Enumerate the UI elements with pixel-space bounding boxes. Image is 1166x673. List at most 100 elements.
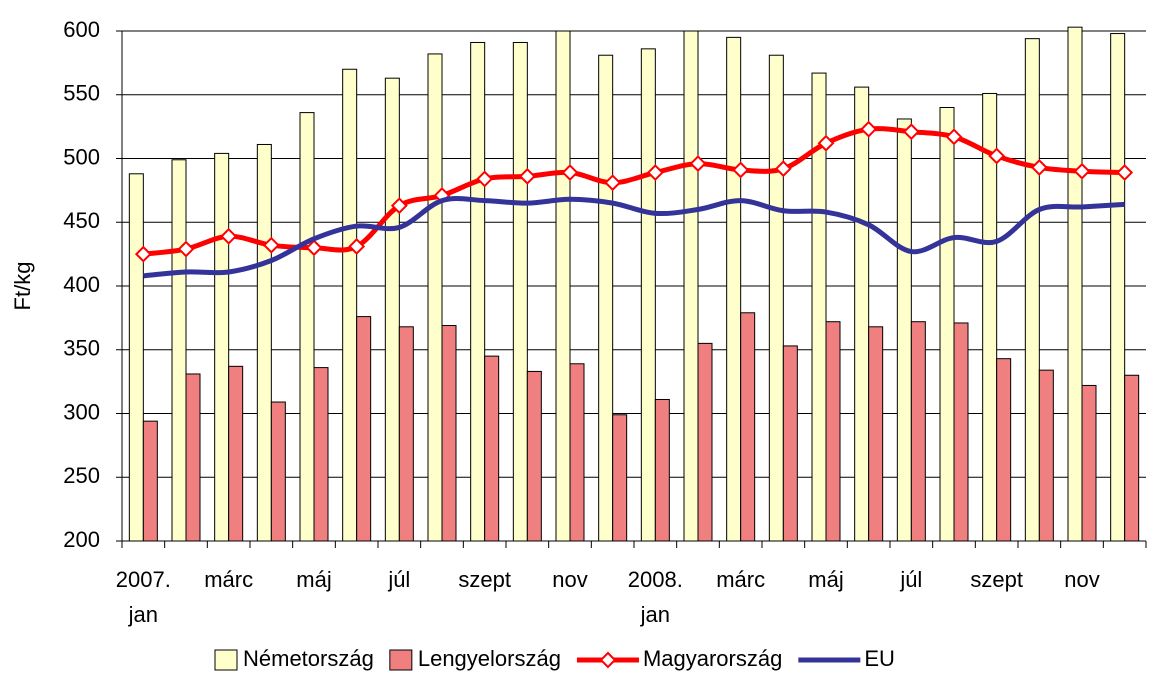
bar <box>526 370 542 542</box>
line <box>143 196 1125 279</box>
x-tick-label: júl <box>387 567 410 592</box>
bar <box>854 86 870 542</box>
bar <box>313 367 329 542</box>
bar <box>214 152 230 542</box>
marker <box>945 128 963 146</box>
y-tick-label: 500 <box>63 144 100 169</box>
marker <box>561 164 579 181</box>
bar <box>868 326 884 542</box>
bar <box>555 30 571 542</box>
bar <box>270 401 286 542</box>
x-tick-label: júl <box>899 567 922 592</box>
bar <box>726 36 742 542</box>
y-tick-label: 550 <box>63 81 100 106</box>
x-tick-label-line: jan <box>640 602 670 627</box>
bar <box>1067 26 1083 542</box>
x-tick-label: szept <box>458 567 511 592</box>
bar <box>484 355 500 542</box>
bar <box>782 345 798 542</box>
marker <box>476 170 494 188</box>
y-tick-label: 300 <box>63 399 100 424</box>
marker <box>817 134 835 152</box>
bar <box>427 53 443 542</box>
marker <box>689 155 707 173</box>
marker <box>518 167 536 185</box>
bar <box>612 414 628 542</box>
bar <box>299 112 315 542</box>
marker <box>220 227 238 245</box>
marker <box>390 197 408 215</box>
y-tick-label: 250 <box>63 463 100 488</box>
marker <box>305 239 323 257</box>
bar <box>939 107 955 542</box>
bar <box>640 48 656 542</box>
x-tick-label-line: 2007. <box>116 567 171 592</box>
bar <box>398 326 414 542</box>
x-tick-label: máj <box>296 567 331 592</box>
bar <box>512 41 528 542</box>
marker <box>732 161 750 179</box>
bar <box>683 30 699 542</box>
bar <box>384 77 400 542</box>
x-tick-label: nov <box>552 567 587 592</box>
bar <box>740 312 756 542</box>
legend-marker <box>599 651 617 669</box>
bar <box>128 173 144 542</box>
bar <box>910 321 926 542</box>
x-tick-label: 2008. jan <box>628 567 683 627</box>
y-axis-label: Ft/kg <box>10 262 35 311</box>
marker <box>177 240 195 258</box>
bar <box>228 365 244 542</box>
y-tick-label: 200 <box>63 527 100 552</box>
line <box>143 126 1125 257</box>
marker <box>774 160 792 178</box>
x-tick-label: 2007. jan <box>116 567 171 627</box>
marker <box>348 238 366 255</box>
bar <box>953 322 969 542</box>
legend-label: Németország <box>243 646 374 671</box>
y-tick-label: 400 <box>63 272 100 297</box>
x-tick-label: szept <box>970 567 1023 592</box>
legend-label: Lengyelország <box>418 646 561 671</box>
marker <box>604 174 622 192</box>
marker <box>902 123 920 141</box>
x-tick-label: márc <box>204 567 253 592</box>
y-tick-label: 450 <box>63 208 100 233</box>
bar <box>142 420 158 542</box>
bar <box>1024 38 1040 542</box>
bar <box>1110 33 1126 542</box>
bar <box>598 54 614 542</box>
bar <box>569 363 585 542</box>
bar <box>470 41 486 542</box>
x-tick-label: nov <box>1064 567 1099 592</box>
x-tick-label-line: jan <box>128 602 158 627</box>
y-tick-label: 350 <box>63 336 100 361</box>
marker <box>134 245 152 263</box>
marker <box>1116 164 1134 181</box>
bar <box>1081 384 1097 542</box>
marker <box>262 236 280 254</box>
bar <box>185 373 201 542</box>
legend-label: Magyarország <box>643 646 782 671</box>
bar <box>171 159 187 542</box>
bar <box>996 358 1012 542</box>
marker <box>1073 162 1091 180</box>
bar <box>896 118 912 542</box>
marker <box>988 147 1006 165</box>
x-tick-label: márc <box>716 567 765 592</box>
x-tick-label-line: 2008. <box>628 567 683 592</box>
legend-swatch <box>389 649 413 671</box>
bar <box>356 316 372 542</box>
bar <box>654 398 670 542</box>
y-tick-label: 600 <box>63 17 100 42</box>
marker <box>860 120 878 138</box>
bar <box>697 342 713 542</box>
x-tick-label: máj <box>808 567 843 592</box>
bar <box>768 54 784 542</box>
bar <box>1124 374 1140 542</box>
legend-swatch <box>214 649 238 671</box>
legend-label: EU <box>864 646 895 671</box>
bar <box>256 143 272 542</box>
bar <box>441 325 457 542</box>
